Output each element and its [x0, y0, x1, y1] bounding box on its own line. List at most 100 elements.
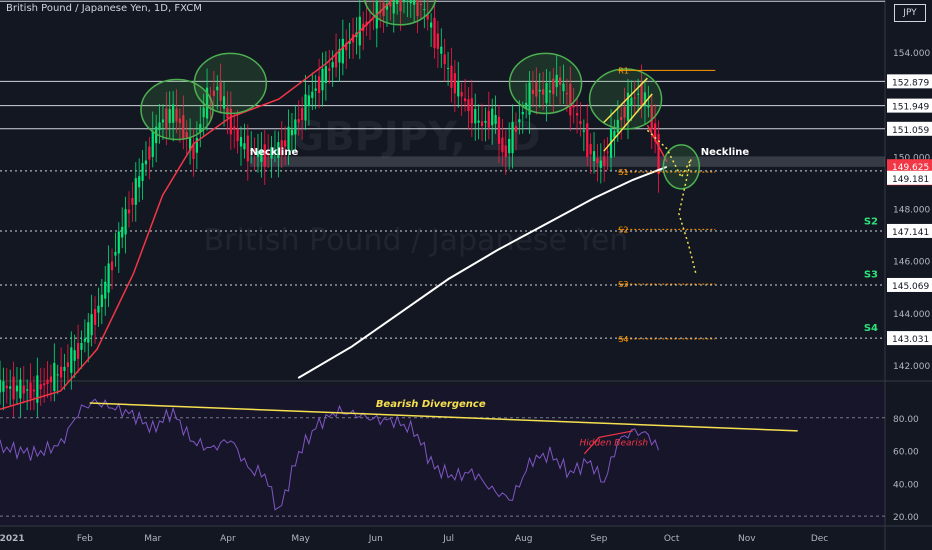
divergence-line: [89, 402, 798, 432]
support-label-s2: S2: [864, 216, 878, 227]
candle-body: [287, 126, 290, 150]
candle-body: [606, 151, 609, 153]
candle-body: [436, 33, 439, 49]
candle-body: [463, 98, 467, 102]
sma-line: [297, 165, 668, 379]
rsi-tick: 40.00: [893, 480, 919, 490]
ema-line: [0, 0, 394, 411]
candle-body: [301, 108, 304, 121]
price-tick: 148.000: [893, 206, 930, 216]
candle-body: [341, 38, 344, 64]
candle-body: [0, 379, 2, 393]
candle-body: [307, 95, 311, 107]
candle-body: [222, 96, 226, 109]
candle-body: [531, 89, 535, 94]
candle-body: [542, 89, 545, 95]
candle-body: [430, 22, 433, 28]
candle-body: [121, 226, 124, 238]
candle-body: [124, 209, 127, 235]
candle-body: [317, 76, 321, 93]
candle-body: [392, 0, 395, 14]
candle-body: [558, 77, 562, 85]
price-tick: 150.000: [893, 153, 930, 163]
candle-body: [277, 142, 280, 158]
highlight-ellipse: [662, 144, 701, 190]
candle-body: [182, 115, 185, 140]
candle-body: [63, 366, 66, 371]
axis-badge-text: 149.181: [892, 175, 929, 185]
level-badge: [887, 98, 932, 113]
chart-title: British Pound / Japanese Yen, 1D, FXCM: [6, 3, 202, 14]
candle-body: [246, 135, 249, 162]
candle-body: [348, 40, 351, 44]
candle-body: [12, 376, 15, 400]
candle-body: [212, 90, 215, 97]
candle-body: [243, 143, 246, 150]
candle-body: [195, 137, 198, 153]
candle-body: [260, 149, 263, 162]
candle-body: [528, 82, 531, 115]
candle-body: [650, 105, 653, 130]
candle-body: [202, 107, 205, 118]
candle-body: [117, 231, 120, 254]
currency-button[interactable]: JPY: [894, 4, 926, 22]
pivot-label-r1: R1: [618, 66, 629, 75]
rsi-tick: 80.00: [893, 415, 919, 425]
candle-body: [345, 42, 348, 51]
time-label-jul: Jul: [442, 534, 454, 544]
candle-body: [46, 379, 49, 385]
level-badge-text: 145.069: [892, 282, 929, 292]
candle-body: [76, 343, 80, 359]
candle-body: [331, 62, 334, 68]
candle-body: [589, 144, 592, 155]
candle-body: [29, 382, 32, 399]
candle-body: [90, 314, 93, 336]
candle-body: [151, 131, 154, 158]
candle-body: [267, 153, 270, 156]
candle-body: [460, 92, 463, 97]
candle-body: [87, 322, 90, 343]
candle-body: [321, 68, 324, 91]
candle-body: [280, 140, 283, 156]
candle-body: [324, 66, 327, 84]
candle-body: [623, 106, 626, 118]
candle-body: [457, 81, 460, 97]
candle-body: [450, 65, 453, 88]
candle-body: [626, 92, 630, 121]
candle-body: [165, 108, 168, 129]
candle-body: [36, 375, 39, 403]
candle-body: [53, 362, 56, 391]
candle-body: [229, 108, 232, 135]
level-badge: [887, 331, 932, 346]
candle-body: [552, 78, 555, 95]
candle-body: [633, 97, 636, 99]
candle-body: [525, 102, 528, 109]
candle-body: [199, 123, 202, 132]
candle-body: [433, 17, 436, 48]
candle-body: [508, 138, 511, 154]
candle-body: [172, 104, 175, 123]
candle-body: [419, 3, 423, 5]
wedge-upper: [603, 77, 648, 124]
candle-body: [586, 123, 589, 157]
level-badge-text: 147.141: [892, 228, 929, 238]
support-label-s3: S3: [864, 270, 878, 281]
candle-body: [134, 178, 137, 205]
candle-body: [219, 82, 222, 101]
time-label-2021: 2021: [0, 534, 25, 544]
hidden-bearish-line: [583, 430, 633, 455]
pivot-label-s1: S1: [618, 168, 628, 177]
candle-body: [504, 145, 507, 158]
candle-body: [501, 137, 504, 153]
candle-body: [178, 118, 182, 124]
candle-body: [175, 108, 178, 122]
candle-body: [256, 150, 260, 157]
candle-body: [389, 2, 392, 7]
pivot-label-s3: S3: [618, 280, 628, 289]
level-badge-text: 152.879: [892, 78, 929, 88]
candle-body: [168, 109, 171, 124]
candle-body: [582, 130, 585, 132]
candle-body: [603, 156, 606, 166]
candle-body: [273, 150, 277, 153]
